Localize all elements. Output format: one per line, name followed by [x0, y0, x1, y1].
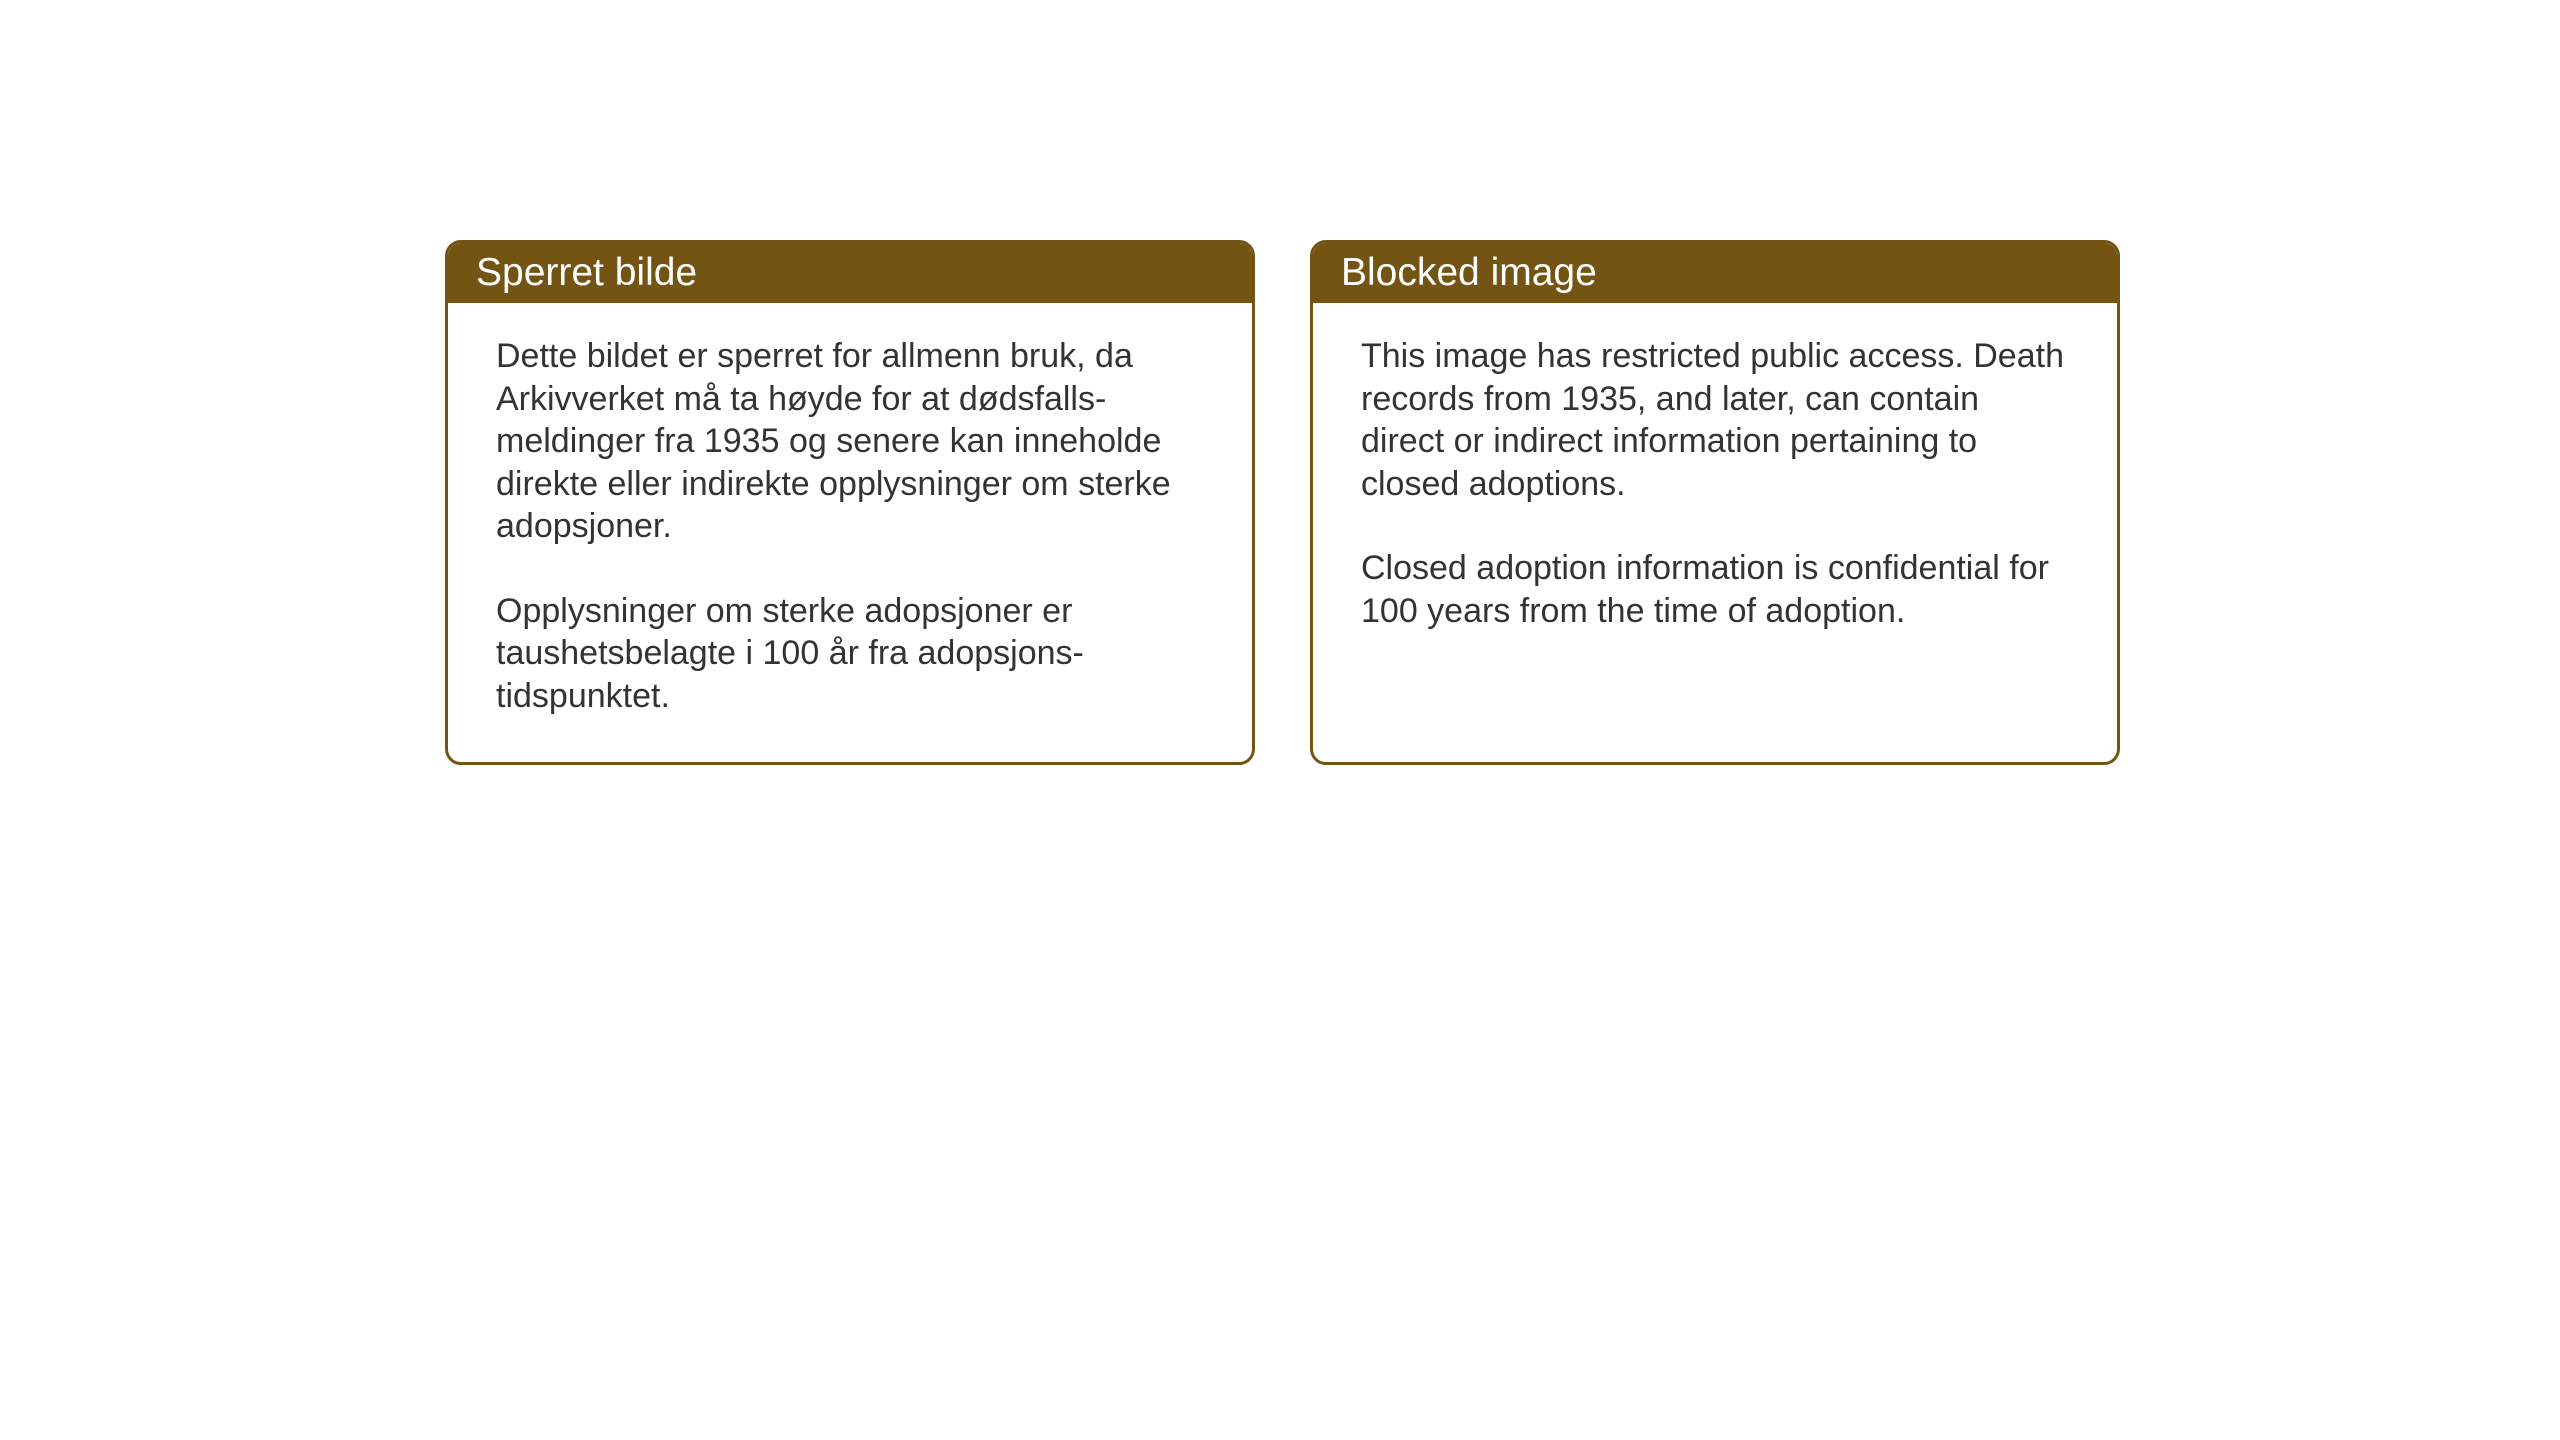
- card-header-norwegian: Sperret bilde: [448, 243, 1252, 303]
- notice-card-english: Blocked image This image has restricted …: [1310, 240, 2120, 765]
- card-header-english: Blocked image: [1313, 243, 2117, 303]
- card-paragraph-1-norwegian: Dette bildet er sperret for allmenn bruk…: [496, 335, 1204, 548]
- card-paragraph-2-english: Closed adoption information is confident…: [1361, 547, 2069, 632]
- card-body-english: This image has restricted public access.…: [1313, 303, 2117, 743]
- card-paragraph-1-english: This image has restricted public access.…: [1361, 335, 2069, 505]
- card-body-norwegian: Dette bildet er sperret for allmenn bruk…: [448, 303, 1252, 762]
- card-paragraph-2-norwegian: Opplysninger om sterke adopsjoner er tau…: [496, 590, 1204, 718]
- card-title-english: Blocked image: [1341, 251, 1597, 294]
- notice-container: Sperret bilde Dette bildet er sperret fo…: [445, 240, 2120, 765]
- card-title-norwegian: Sperret bilde: [476, 251, 697, 294]
- notice-card-norwegian: Sperret bilde Dette bildet er sperret fo…: [445, 240, 1255, 765]
